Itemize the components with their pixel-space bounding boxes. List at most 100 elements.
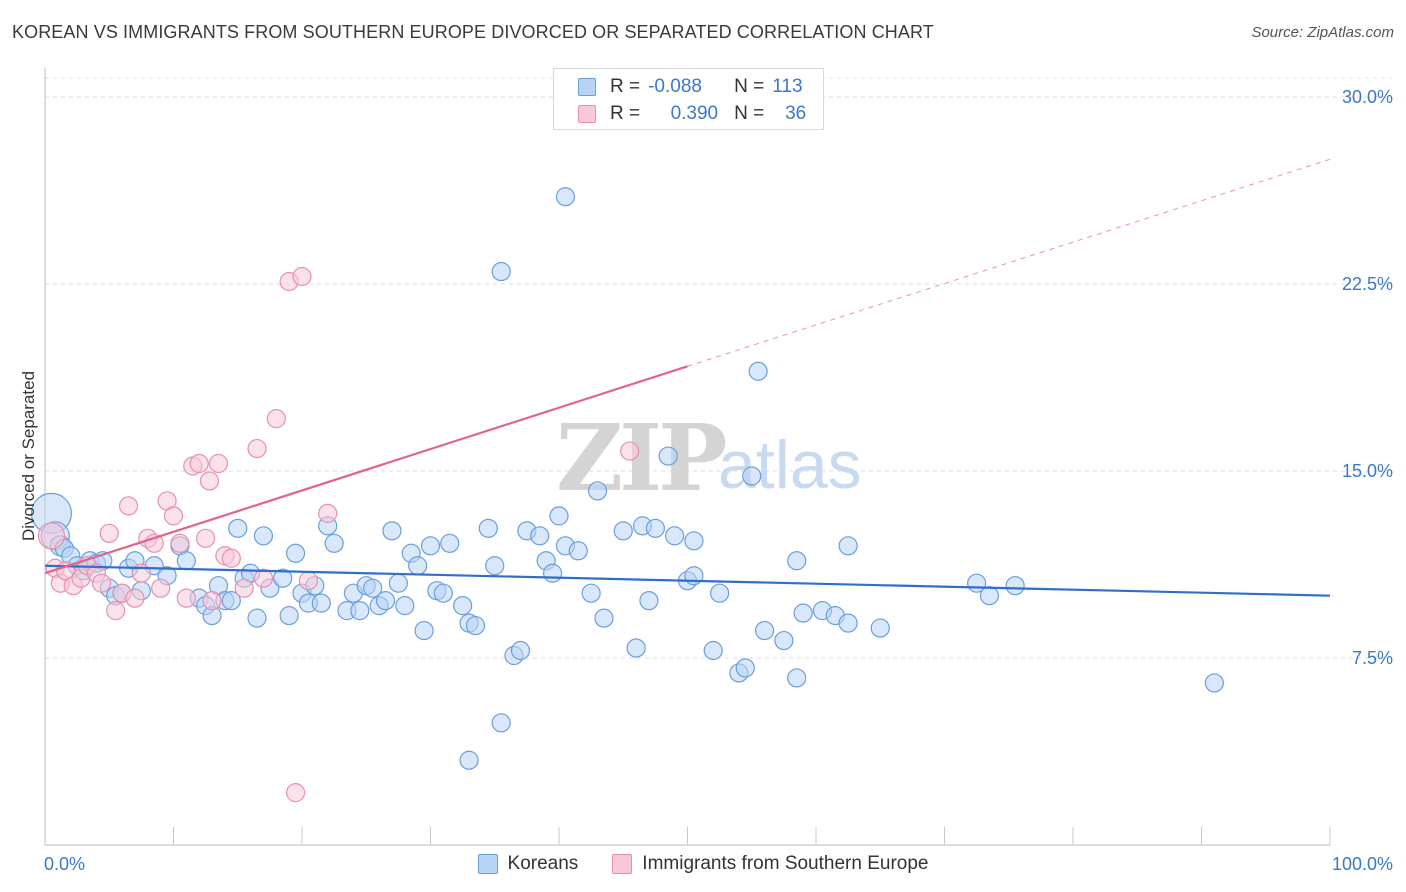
- data-point: [118, 496, 139, 516]
- data-point: [125, 588, 145, 608]
- r-label: R =: [610, 76, 641, 97]
- data-point: [298, 571, 319, 591]
- trend-line-southern-europe: [44, 365, 688, 575]
- data-point: [273, 568, 293, 588]
- legend-swatch-pink: [612, 854, 633, 874]
- trend-lines: [44, 158, 1331, 597]
- data-point: [491, 261, 511, 282]
- data-point: [37, 522, 66, 550]
- data-point: [363, 578, 383, 598]
- r-value: 0.390: [670, 103, 719, 124]
- stats-legend: R = -0.088 N = 113 R = 0.390 N = 36: [553, 68, 824, 130]
- data-point: [151, 578, 171, 598]
- data-point: [754, 620, 775, 641]
- data-point: [395, 596, 415, 616]
- data-point: [542, 563, 563, 583]
- data-point: [793, 603, 813, 623]
- data-point: [228, 518, 248, 538]
- data-point: [485, 556, 505, 576]
- trend-line-southern-europe-extension: [687, 158, 1331, 367]
- data-point: [176, 551, 196, 571]
- watermark-atlas: atlas: [718, 427, 862, 503]
- data-point: [658, 446, 678, 466]
- y-tick-label: 30.0%: [1342, 87, 1393, 107]
- data-point: [221, 591, 241, 611]
- data-point: [555, 187, 576, 207]
- data-point: [199, 471, 220, 491]
- legend-item-koreans[interactable]: Koreans: [477, 853, 578, 875]
- legend-swatch-blue: [477, 854, 498, 874]
- data-point: [99, 523, 119, 543]
- n-label: N =: [734, 103, 765, 124]
- data-point: [639, 591, 659, 611]
- data-point: [748, 361, 768, 381]
- data-point: [247, 438, 267, 459]
- data-point: [703, 640, 723, 661]
- data-point: [581, 583, 601, 603]
- data-point: [318, 503, 338, 523]
- data-point: [253, 568, 274, 588]
- data-point: [742, 466, 762, 486]
- data-point: [285, 783, 306, 803]
- data-point: [665, 526, 685, 546]
- data-point: [510, 640, 531, 661]
- data-point: [594, 608, 614, 628]
- data-point: [684, 531, 704, 551]
- y-tick-label: 15.0%: [1342, 461, 1393, 481]
- data-point: [549, 506, 569, 526]
- source-label: Source: ZipAtlas.com: [1251, 24, 1394, 41]
- data-point: [626, 638, 646, 658]
- data-point: [491, 713, 511, 733]
- data-point: [568, 541, 588, 561]
- n-value: 113: [772, 76, 803, 97]
- data-point: [324, 533, 344, 553]
- r-value: -0.088: [648, 76, 702, 97]
- data-point: [163, 506, 184, 526]
- data-point: [208, 453, 229, 474]
- y-tick-label: 7.5%: [1352, 648, 1393, 668]
- axes: [44, 68, 1331, 846]
- data-point: [453, 596, 473, 616]
- y-axis-label: Divorced or Separated: [19, 371, 38, 541]
- data-point: [375, 591, 396, 611]
- data-point: [645, 518, 665, 538]
- watermark-zip: ZIP: [556, 404, 725, 512]
- data-point: [787, 551, 807, 571]
- data-point: [838, 536, 858, 556]
- watermark: ZIP atlas: [556, 404, 862, 512]
- legend-row-southern-europe: R = 0.390 N = 36: [578, 102, 806, 126]
- chart-title: KOREAN VS IMMIGRANTS FROM SOUTHERN EUROP…: [12, 22, 934, 42]
- data-point: [196, 528, 216, 548]
- data-point: [266, 409, 286, 429]
- data-point: [253, 526, 274, 546]
- data-point: [202, 591, 222, 611]
- data-point: [465, 615, 486, 636]
- legend-swatch-pink: [578, 105, 596, 123]
- data-point: [478, 518, 498, 538]
- series-legend: Koreans Immigrants from Southern Europe: [0, 852, 1406, 876]
- legend-row-koreans: R = -0.088 N = 113: [578, 75, 803, 99]
- data-point: [408, 556, 428, 576]
- data-point: [735, 658, 755, 678]
- data-point: [247, 608, 267, 628]
- data-point: [530, 526, 550, 546]
- data-point: [382, 521, 402, 541]
- data-point: [292, 266, 312, 287]
- tick-labels: 7.5% 15.0% 22.5% 30.0% 0.0% 100.0%: [44, 87, 1393, 874]
- data-point: [221, 548, 241, 568]
- data-point: [710, 583, 730, 603]
- data-point: [91, 573, 112, 593]
- data-point: [420, 536, 441, 556]
- data-point: [170, 533, 190, 553]
- data-point: [285, 543, 306, 563]
- data-point: [1005, 576, 1025, 596]
- legend-item-southern-europe[interactable]: Immigrants from Southern Europe: [612, 853, 928, 875]
- legend-swatch-blue: [578, 78, 596, 96]
- x-tick-label: 100.0%: [1332, 854, 1393, 874]
- n-label: N =: [734, 76, 765, 97]
- y-tick-label: 22.5%: [1342, 274, 1393, 294]
- data-point: [414, 620, 434, 641]
- data-point: [1204, 673, 1224, 693]
- data-point: [870, 618, 890, 638]
